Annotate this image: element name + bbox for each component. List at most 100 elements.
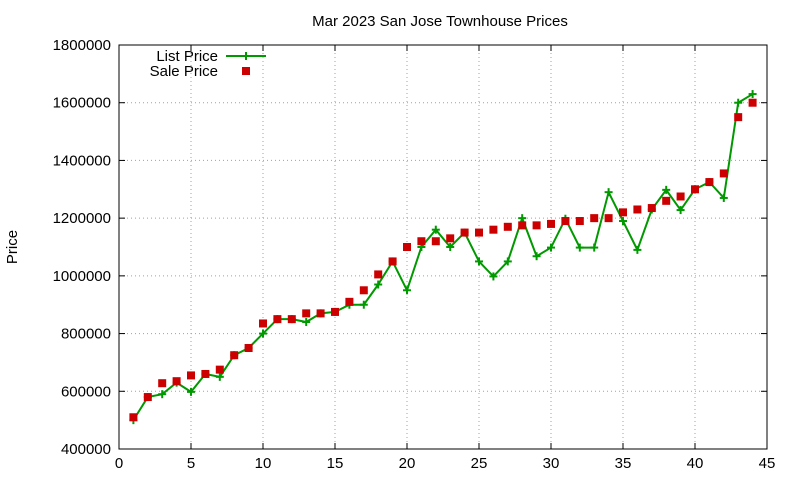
data-point (547, 243, 555, 252)
data-point (374, 280, 383, 289)
data-point (619, 208, 627, 217)
data-point (431, 237, 440, 246)
data-point (230, 351, 239, 360)
x-tick-label: 10 (255, 455, 272, 472)
y-tick-label: 1000000 (53, 268, 111, 285)
y-tick-label: 800000 (61, 326, 111, 343)
data-point (215, 365, 224, 374)
x-tick-label: 0 (115, 455, 123, 472)
data-point (590, 214, 599, 223)
y-axis-label: Price (4, 230, 21, 264)
series-line (132, 93, 754, 421)
data-point (215, 372, 224, 381)
data-point (331, 307, 339, 316)
data-point (561, 217, 570, 226)
data-point (302, 309, 311, 318)
data-point (633, 245, 642, 254)
y-tick-label: 1600000 (53, 95, 111, 112)
data-point (547, 219, 555, 228)
x-tick-label: 35 (615, 455, 632, 472)
data-point (259, 329, 267, 338)
data-point (273, 315, 282, 324)
y-tick-label: 1400000 (53, 152, 111, 169)
data-point (475, 228, 483, 237)
data-point (590, 243, 599, 252)
data-point (158, 379, 167, 388)
data-point (734, 113, 743, 122)
data-point (172, 377, 181, 386)
data-point (633, 205, 642, 214)
x-tick-label: 5 (187, 455, 195, 472)
data-point (748, 98, 757, 107)
data-point (575, 217, 584, 226)
data-point (676, 192, 685, 201)
data-point (403, 286, 411, 295)
data-point (705, 178, 714, 187)
y-tick-label: 1200000 (53, 210, 111, 227)
data-point (604, 188, 613, 197)
x-tick-label: 40 (687, 455, 704, 472)
data-point (388, 257, 397, 266)
data-point (734, 98, 743, 107)
data-point (619, 217, 627, 226)
chart-title: Mar 2023 San Jose Townhouse Prices (312, 13, 568, 30)
data-point (158, 390, 167, 399)
data-point (748, 90, 757, 99)
x-tick-label: 30 (543, 455, 560, 472)
data-point (374, 270, 383, 279)
data-point (431, 225, 440, 234)
y-tick-label: 400000 (61, 441, 111, 458)
legend-marker (242, 67, 250, 75)
data-point (403, 243, 411, 251)
plot-series (129, 90, 757, 425)
x-tick-label: 45 (759, 455, 776, 472)
data-point (532, 221, 541, 230)
data-point (489, 225, 498, 234)
data-point (201, 369, 210, 378)
data-point (345, 297, 354, 306)
data-point (316, 309, 325, 318)
axes: 0 5 10 15 20 25 30 35 40 45 400000 600000 800000 1000… (53, 37, 776, 472)
data-point (719, 169, 728, 178)
data-point (359, 300, 368, 309)
data-point (503, 222, 512, 231)
data-point (647, 204, 656, 213)
series-sale-price (129, 98, 757, 422)
data-point (143, 393, 152, 402)
data-point (662, 185, 671, 194)
data-point (518, 214, 527, 223)
x-tick-label: 15 (327, 455, 344, 472)
data-point (475, 257, 483, 266)
data-point (287, 315, 296, 324)
data-point (187, 371, 195, 380)
data-point (662, 196, 671, 205)
data-point (446, 234, 455, 243)
data-point (676, 206, 685, 215)
data-point (129, 413, 138, 422)
data-point (460, 228, 469, 237)
data-point (691, 185, 699, 194)
legend-marker (242, 52, 250, 60)
data-point (532, 252, 541, 261)
plot-frame (118, 44, 768, 450)
data-point (187, 387, 195, 396)
data-point (489, 272, 498, 281)
data-point (302, 318, 311, 327)
data-point (575, 243, 584, 252)
x-tick-label: 25 (471, 455, 488, 472)
data-point (604, 214, 613, 223)
data-point (417, 237, 426, 246)
y-tick-label: 600000 (61, 383, 111, 400)
x-tick-label: 20 (399, 455, 416, 472)
legend-label: List Price (156, 48, 218, 65)
data-point (359, 286, 368, 295)
legend-label: Sale Price (150, 63, 218, 80)
series-list-price (129, 90, 757, 425)
data-point (503, 257, 512, 266)
data-point (446, 243, 455, 251)
data-point (518, 221, 527, 230)
y-tick-label: 1800000 (53, 37, 111, 54)
data-point (244, 344, 253, 352)
